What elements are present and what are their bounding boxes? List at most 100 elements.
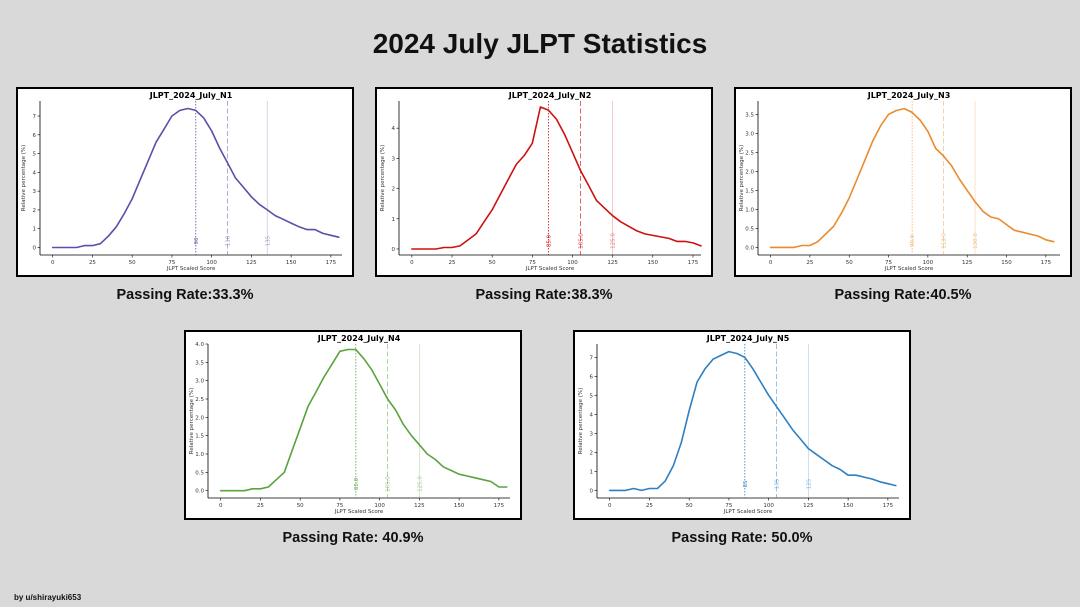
x-tick-label: 100 xyxy=(374,503,385,509)
chart-title: JLPT_2024_July_N2 xyxy=(508,91,592,100)
x-tick-label: 50 xyxy=(129,260,136,266)
x-tick-label: 75 xyxy=(168,260,175,266)
x-tick-label: 25 xyxy=(257,503,264,509)
y-tick-label: 3.5 xyxy=(195,360,204,366)
y-tick-label: 7 xyxy=(33,114,37,120)
x-tick-label: 0 xyxy=(608,503,612,509)
passing-rate-n4: Passing Rate: 40.9% xyxy=(282,530,424,546)
x-tick-label: 125 xyxy=(962,260,973,266)
x-tick-label: 125 xyxy=(803,503,814,509)
x-tick-label: 175 xyxy=(688,260,699,266)
y-tick-label: 1 xyxy=(33,227,37,233)
x-tick-label: 175 xyxy=(326,260,337,266)
y-tick-label: 1 xyxy=(392,217,396,223)
y-axis-label: Relative percentage (%) xyxy=(739,145,745,212)
y-tick-label: 1.0 xyxy=(195,452,204,458)
x-tick-label: 75 xyxy=(529,260,536,266)
x-axis-label: JLPT Scaled Score xyxy=(166,266,216,272)
x-tick-label: 125 xyxy=(414,503,425,509)
chart-title: JLPT_2024_July_N4 xyxy=(317,334,401,343)
y-tick-label: 1.5 xyxy=(195,434,204,440)
x-tick-label: 75 xyxy=(885,260,892,266)
x-tick-label: 175 xyxy=(1041,260,1052,266)
threshold-label: 105.0 xyxy=(579,233,585,249)
x-tick-label: 50 xyxy=(846,260,853,266)
x-tick-label: 50 xyxy=(489,260,496,266)
chart-panel-n1: JLPT_2024_July_N1 0 25 50 75 100 125 150 175 0 1 2 3… xyxy=(16,87,354,277)
y-tick-label: 0 xyxy=(392,247,396,253)
x-tick-label: 25 xyxy=(646,503,653,509)
x-axis-label: JLPT Scaled Score xyxy=(723,509,773,515)
chart-n3: JLPT_2024_July_N3 0 25 50 75 100 125 150 175 0.0 0… xyxy=(739,91,1060,272)
y-tick-label: 4.0 xyxy=(195,342,204,348)
x-tick-label: 0 xyxy=(51,260,55,266)
y-tick-label: 0.5 xyxy=(745,226,754,232)
passing-rate-n5: Passing Rate: 50.0% xyxy=(671,530,813,546)
y-tick-label: 6 xyxy=(33,133,37,139)
chart-panel-n3: JLPT_2024_July_N3 0 25 50 75 100 125 150 175 0.0 0… xyxy=(734,87,1072,277)
passing-rate-n2: Passing Rate:38.3% xyxy=(475,287,613,303)
y-tick-label: 4 xyxy=(590,412,594,418)
threshold-label: 135 xyxy=(265,235,271,246)
y-tick-label: 6 xyxy=(590,374,594,380)
y-tick-label: 5 xyxy=(590,393,594,399)
threshold-label: 130.0 xyxy=(973,233,979,249)
y-tick-label: 0 xyxy=(590,488,594,494)
y-tick-label: 2 xyxy=(590,450,594,456)
y-tick-label: 3 xyxy=(33,189,37,195)
chart-panel-n4: JLPT_2024_July_N4 0 25 50 75 100 125 150 175 0.0 0… xyxy=(184,330,522,520)
y-tick-label: 2 xyxy=(392,187,396,193)
x-axis-label: JLPT Scaled Score xyxy=(884,266,934,272)
threshold-label: 105 xyxy=(775,478,781,489)
y-tick-label: 3.5 xyxy=(745,112,754,118)
passing-rate-n3: Passing Rate:40.5% xyxy=(834,287,972,303)
x-tick-label: 175 xyxy=(494,503,505,509)
x-tick-label: 0 xyxy=(219,503,223,509)
chart-n2: JLPT_2024_July_N2 0 25 50 75 100 125 150 175 0 1 2 3… xyxy=(380,91,702,272)
y-tick-label: 2.5 xyxy=(195,397,204,403)
y-tick-label: 7 xyxy=(590,355,594,361)
x-tick-label: 25 xyxy=(449,260,456,266)
threshold-label: 85.0 xyxy=(354,477,360,490)
chart-n1: JLPT_2024_July_N10 25 50 75 100 125 150 1750123… xyxy=(21,91,342,272)
chart-panel-n5: JLPT_2024_July_N5 0 25 50 75 100 125 150 175 0 1 2 3… xyxy=(573,330,911,520)
distribution-line xyxy=(769,107,1055,249)
x-tick-label: 0 xyxy=(410,260,414,266)
chart-title: JLPT_2024_July_N3 xyxy=(867,91,951,100)
chart-n4: JLPT_2024_July_N4 0 25 50 75 100 125 150 175 0.0 0… xyxy=(189,334,510,515)
threshold-label: 85 xyxy=(743,480,749,487)
threshold-label: 125 xyxy=(806,478,812,489)
distribution-line xyxy=(411,106,702,250)
threshold-label: 105.0 xyxy=(386,476,392,492)
threshold-label: 90.0 xyxy=(910,234,916,247)
page-title: 2024 July JLPT Statistics xyxy=(372,28,708,59)
threshold-label: 110.0 xyxy=(942,233,948,249)
x-tick-label: 25 xyxy=(806,260,813,266)
x-tick-label: 150 xyxy=(1001,260,1012,266)
chart-n5: JLPT_2024_July_N50 25 50 75 100 125 150 1750123… xyxy=(578,334,899,515)
x-tick-label: 75 xyxy=(336,503,343,509)
y-tick-label: 3 xyxy=(590,431,594,437)
y-axis-label: Relative percentage (%) xyxy=(21,145,27,212)
y-tick-label: 4 xyxy=(392,126,396,132)
x-axis-label: JLPT Scaled Score xyxy=(525,266,575,272)
author-credit: by u/shirayuki653 xyxy=(14,593,82,602)
y-tick-label: 1.0 xyxy=(745,207,754,213)
y-tick-label: 0.0 xyxy=(745,245,754,251)
x-axis-label: JLPT Scaled Score xyxy=(334,509,384,515)
x-tick-label: 25 xyxy=(89,260,96,266)
x-tick-label: 150 xyxy=(286,260,297,266)
passing-rate-n1: Passing Rate:33.3% xyxy=(116,287,254,303)
y-axis-label: Relative percentage (%) xyxy=(578,388,584,455)
chart-title: JLPT_2024_July_N1 xyxy=(149,91,233,100)
x-tick-label: 100 xyxy=(206,260,217,266)
threshold-label: 110 xyxy=(226,235,232,246)
y-tick-label: 2.0 xyxy=(195,415,204,421)
x-tick-label: 100 xyxy=(567,260,578,266)
chart-panel-n2: JLPT_2024_July_N2 0 25 50 75 100 125 150 175 0 1 2 3… xyxy=(375,87,713,277)
y-axis-label: Relative percentage (%) xyxy=(189,388,195,455)
y-tick-label: 3.0 xyxy=(745,131,754,137)
y-tick-label: 3 xyxy=(392,156,396,162)
x-tick-label: 0 xyxy=(769,260,773,266)
x-tick-label: 75 xyxy=(725,503,732,509)
